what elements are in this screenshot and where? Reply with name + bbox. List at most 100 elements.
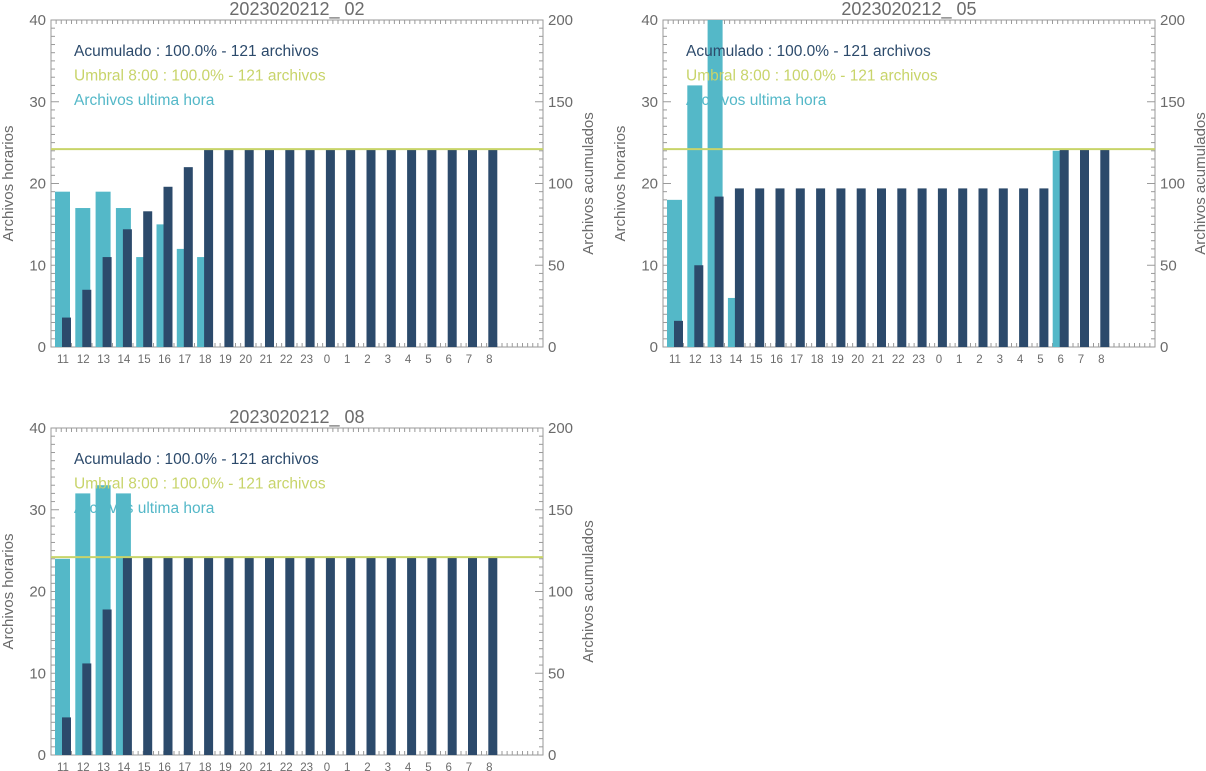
x-tick-label: 16 (158, 762, 171, 771)
y-tick-label: 20 (29, 584, 46, 601)
bar-cumulative (1059, 149, 1069, 347)
x-tick-label: 3 (997, 354, 1003, 366)
bar-cumulative (285, 557, 295, 755)
bar-cumulative (877, 188, 886, 347)
x-tick-label: 2 (976, 354, 982, 366)
x-tick-label: 14 (118, 762, 131, 771)
bar-cumulative (468, 149, 477, 347)
bar-cumulative (734, 188, 744, 347)
bar-cumulative (265, 149, 274, 347)
x-tick-label: 7 (466, 354, 472, 366)
bar-cumulative (183, 557, 193, 755)
y-tick-label: 30 (29, 94, 46, 111)
x-tick-label: 23 (300, 762, 313, 771)
bar-cumulative (82, 289, 92, 347)
x-tick-label: 4 (1017, 354, 1024, 366)
x-tick-label: 21 (260, 762, 273, 771)
bar-cumulative (427, 149, 437, 347)
legend-entry: Umbral 8:00 : 100.0% - 121 archivos (74, 68, 326, 85)
bar-hourly (55, 558, 70, 755)
legend-entry: Archivos ultima hora (74, 92, 215, 109)
x-tick-label: 21 (260, 354, 273, 366)
bar-cumulative (386, 149, 396, 347)
bar-cumulative (305, 557, 315, 755)
x-tick-label: 1 (344, 354, 350, 366)
chart-title: 2023020212_ 02 (229, 0, 364, 20)
x-tick-label: 23 (300, 354, 313, 366)
y-right-tick-label: 0 (548, 747, 556, 764)
x-tick-label: 6 (445, 762, 451, 771)
y-right-tick-label: 100 (1160, 176, 1185, 193)
legend-entry: Archivos ultima hora (74, 500, 215, 517)
y-right-tick-label: 50 (548, 257, 565, 274)
chart-panel: 2023020212_ 05010203040050100150200Archi… (612, 0, 1206, 366)
x-tick-label: 7 (466, 762, 472, 771)
x-tick-label: 11 (669, 354, 681, 366)
legend-entry: Acumulado : 100.0% - 121 archivos (74, 451, 319, 468)
bar-cumulative (386, 557, 396, 755)
x-tick-label: 19 (219, 762, 232, 771)
bar-cumulative (1080, 149, 1089, 347)
x-tick-label: 17 (178, 354, 191, 366)
x-tick-label: 18 (199, 354, 212, 366)
legend-entry: Acumulado : 100.0% - 121 archivos (686, 43, 931, 60)
bar-hourly (667, 199, 682, 347)
y-right-axis-title: Archivos acumulados (580, 112, 597, 255)
x-tick-label: 5 (1037, 354, 1043, 366)
y-right-tick-label: 200 (548, 420, 573, 437)
x-tick-label: 11 (57, 354, 69, 366)
bar-cumulative (346, 557, 356, 755)
bar-cumulative (325, 557, 335, 755)
bar-cumulative (62, 717, 71, 755)
bar-cumulative (795, 188, 805, 347)
y-tick-label: 0 (38, 339, 46, 356)
bar-cumulative (163, 186, 173, 347)
bar-cumulative (978, 188, 988, 347)
x-tick-label: 13 (709, 354, 722, 366)
x-tick-label: 22 (892, 354, 905, 366)
y-tick-label: 40 (29, 420, 46, 437)
x-tick-label: 3 (385, 762, 391, 771)
bar-cumulative (468, 557, 477, 755)
chart-title: 2023020212_ 05 (841, 0, 976, 20)
x-tick-label: 4 (405, 762, 412, 771)
y-axis-title: Archivos horarios (612, 126, 629, 242)
bar-cumulative (204, 557, 214, 755)
bar-cumulative (407, 557, 417, 755)
chart-panel: 2023020212_ 02010203040050100150200Archi… (0, 0, 597, 366)
x-tick-label: 14 (730, 354, 743, 366)
bar-cumulative (122, 557, 132, 755)
x-tick-label: 12 (77, 762, 90, 771)
x-tick-label: 15 (750, 354, 763, 366)
bar-cumulative (447, 557, 457, 755)
x-tick-label: 19 (831, 354, 844, 366)
x-tick-label: 18 (199, 762, 212, 771)
x-tick-label: 19 (219, 354, 232, 366)
bar-cumulative (714, 196, 724, 347)
chart-title: 2023020212_ 08 (229, 407, 364, 428)
y-axis-title: Archivos horarios (0, 126, 17, 242)
x-tick-label: 16 (158, 354, 171, 366)
bar-cumulative (816, 188, 826, 347)
bar-cumulative (366, 149, 376, 347)
y-tick-label: 10 (641, 257, 658, 274)
legend-entry: Archivos ultima hora (686, 92, 827, 109)
y-right-tick-label: 200 (1160, 12, 1185, 29)
bar-cumulative (82, 663, 92, 755)
bar-cumulative (204, 149, 214, 347)
y-right-tick-label: 150 (548, 502, 573, 519)
bar-cumulative (856, 188, 866, 347)
x-tick-label: 2 (364, 762, 370, 771)
bar-cumulative (937, 188, 947, 347)
y-right-tick-label: 150 (1160, 94, 1185, 111)
x-tick-label: 8 (1098, 354, 1104, 366)
bar-cumulative (836, 188, 846, 347)
x-tick-label: 0 (324, 354, 330, 366)
legend-entry: Acumulado : 100.0% - 121 archivos (74, 43, 319, 60)
bar-cumulative (102, 609, 112, 755)
x-tick-label: 1 (344, 762, 350, 771)
bar-cumulative (427, 557, 437, 755)
bar-cumulative (1100, 149, 1110, 347)
y-tick-label: 30 (641, 94, 658, 111)
